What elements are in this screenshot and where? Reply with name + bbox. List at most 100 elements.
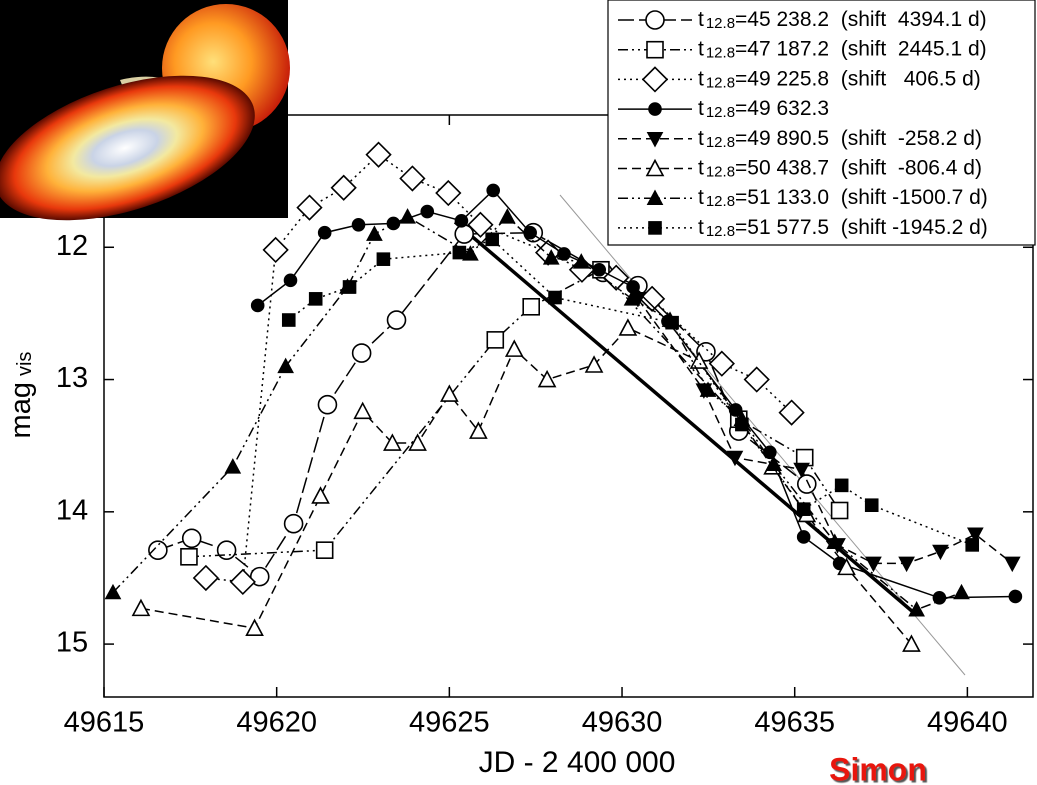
legend-label: t 12.8=49 632.3 [698, 97, 829, 121]
data-point [353, 401, 373, 420]
data-point [735, 417, 749, 432]
series [192, 141, 805, 596]
y-axis-label: mag vis [5, 352, 37, 439]
y-axis-label-main: mag [5, 382, 37, 438]
legend-subscript: 12.8 [706, 223, 735, 240]
x-tick-label: 49630 [582, 707, 663, 739]
data-point [311, 486, 330, 504]
data-point [342, 280, 357, 294]
data-point [796, 530, 811, 544]
data-point [522, 297, 541, 316]
data-point [365, 141, 392, 168]
data-point [1008, 589, 1023, 604]
legend-symbol: t [698, 126, 704, 149]
legend-marker [648, 221, 662, 235]
data-point [351, 217, 366, 232]
data-point [830, 501, 849, 520]
legend-subscript: 12.8 [706, 193, 735, 210]
x-tick-label: 49640 [927, 707, 1008, 739]
legend-symbol: t [698, 37, 704, 60]
data-point [181, 528, 202, 549]
data-point [966, 527, 984, 543]
data-point [572, 253, 590, 269]
data-point [216, 540, 237, 560]
series-line [188, 268, 841, 558]
data-point [743, 366, 770, 393]
legend-subscript: 12.8 [706, 134, 735, 151]
data-point [537, 369, 557, 388]
legend-entry: =51 133.0 (shift -1500.7 d) [735, 186, 988, 209]
legend-marker [646, 189, 664, 205]
data-point [902, 634, 921, 652]
legend-symbol: t [698, 97, 704, 120]
legend-label: t 12.8=51 577.5 (shift -1945.2 d) [698, 215, 988, 239]
data-point [953, 583, 970, 600]
data-point [837, 557, 856, 576]
data-point [454, 214, 469, 228]
data-point [440, 384, 459, 402]
series-line [140, 327, 913, 645]
x-axis-label: JD - 2 400 000 [479, 746, 676, 779]
series-line [637, 298, 1013, 565]
data-point [386, 310, 407, 330]
data-point [192, 564, 220, 592]
legend-entry: =45 238.2 (shift 4394.1 d) [735, 8, 987, 31]
data-point [485, 232, 499, 247]
data-point [420, 204, 435, 219]
series-line [112, 215, 962, 611]
data-point [366, 225, 383, 241]
data-point [523, 225, 537, 240]
fit-line [453, 220, 915, 614]
data-point [330, 174, 357, 201]
data-point [932, 590, 947, 605]
data-point [689, 351, 709, 369]
data-point [281, 313, 296, 327]
legend-subscript: 12.8 [706, 163, 735, 180]
legend: t 12.8=45 238.2 (shift 4394.1 d)t 12.8=47 … [607, 0, 1036, 246]
data-point [1003, 556, 1021, 573]
data-point [504, 339, 524, 357]
legend-entry: =49 632.3 [735, 97, 829, 120]
data-point [408, 433, 427, 451]
data-point [865, 556, 882, 573]
legend-label: t 12.8=50 438.7 (shift -806.4 d) [698, 156, 982, 180]
data-point [452, 245, 467, 260]
legend-entry: =47 187.2 (shift 2445.1 d) [735, 37, 987, 60]
data-point [296, 194, 323, 221]
data-point [965, 538, 980, 552]
data-point [462, 245, 479, 261]
legend-label: t 12.8=45 238.2 (shift 4394.1 d) [698, 8, 987, 32]
data-point [104, 583, 122, 600]
legend-subscript: 12.8 [706, 15, 735, 32]
data-point [763, 445, 777, 460]
data-point [618, 318, 638, 336]
data-point [399, 165, 426, 192]
data-point [262, 236, 289, 264]
data-point [250, 298, 265, 313]
series [131, 318, 921, 652]
legend-marker [645, 158, 665, 177]
x-tick-label: 49615 [64, 707, 145, 739]
data-point [898, 556, 915, 573]
illustration [0, 0, 290, 221]
data-point [469, 421, 488, 439]
plot-border [103, 114, 1034, 698]
series-line [157, 231, 808, 578]
legend-label: t 12.8=47 187.2 (shift 2445.1 d) [698, 37, 987, 61]
data-point [623, 290, 641, 306]
y-tick-label: 13 [56, 362, 88, 394]
legend-subscript: 12.8 [706, 104, 735, 121]
data-point [826, 533, 844, 550]
data-point [317, 394, 338, 415]
series [281, 232, 980, 552]
legend-symbol: t [698, 215, 704, 238]
y-tick-label: 14 [56, 494, 88, 526]
plot-area [104, 141, 1023, 652]
x-tick-label: 49635 [754, 707, 835, 739]
data-point [486, 331, 505, 349]
data-point [376, 252, 391, 266]
y-tick-label: 12 [56, 230, 88, 262]
data-point [148, 540, 168, 560]
x-tick-label: 49625 [409, 707, 490, 739]
